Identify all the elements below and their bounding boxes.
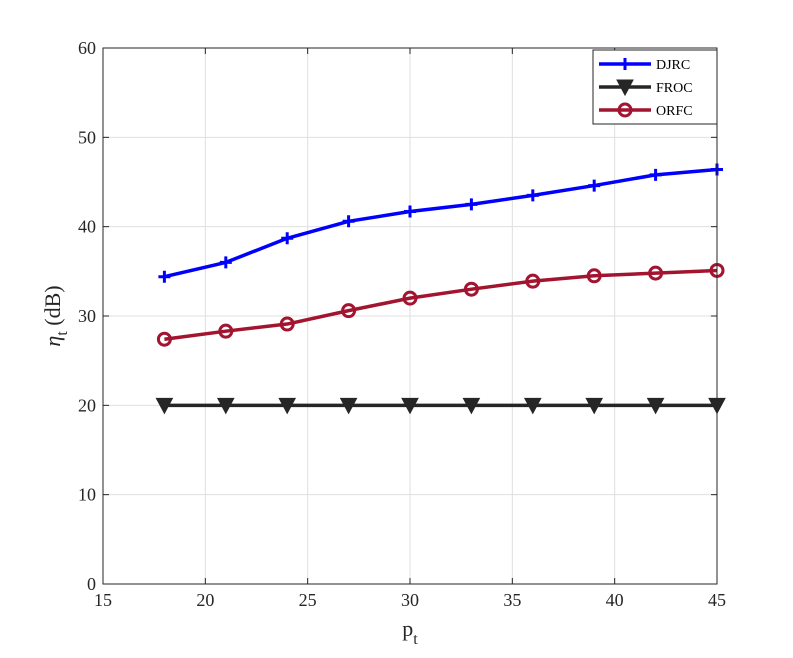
data-point (648, 265, 664, 281)
x-axis-label: pt (402, 616, 418, 648)
x-axis-label-main: p (402, 616, 413, 641)
data-point (218, 323, 234, 339)
data-point (649, 168, 662, 181)
data-point (156, 331, 172, 347)
y-tick-label: 50 (78, 127, 96, 147)
data-point (588, 179, 601, 192)
x-tick-label: 15 (94, 590, 112, 610)
legend-item: DJRC (599, 58, 690, 73)
x-tick-label: 45 (708, 590, 726, 610)
data-point (523, 397, 542, 415)
x-tick-label: 40 (606, 590, 624, 610)
data-point (401, 397, 419, 415)
axis-ticks: 15 20 25 30 35 40 45 0 10 20 30 40 50 60 (78, 38, 726, 610)
legend-marker (616, 79, 634, 97)
data-point (341, 303, 357, 319)
data-point (281, 232, 294, 245)
y-tick-label: 0 (87, 574, 96, 594)
series-froc (155, 397, 726, 415)
y-tick-label: 10 (78, 485, 96, 505)
x-tick-label: 30 (401, 590, 419, 610)
y-tick-label: 40 (78, 217, 96, 237)
data-point (278, 397, 297, 415)
data-point (526, 189, 539, 202)
x-axis-label-sub: t (413, 631, 418, 648)
data-point (216, 397, 235, 415)
data-point (586, 268, 602, 284)
data-point (158, 270, 171, 283)
y-tick-label: 60 (78, 38, 96, 58)
legend-label: FROC (656, 81, 693, 96)
y-axis-label-rest: (dB) (40, 285, 65, 331)
data-point (463, 281, 479, 297)
x-tick-label: 20 (196, 590, 214, 610)
y-axis-label-main: η (40, 336, 65, 347)
y-tick-label: 30 (78, 306, 96, 326)
data-point (525, 273, 541, 289)
data-point (342, 215, 355, 228)
series-orfc (156, 262, 725, 347)
legend-marker (619, 58, 631, 70)
data-point (279, 316, 295, 332)
y-axis-label-sub: t (54, 331, 71, 336)
data-point (219, 256, 232, 269)
legend: DJRC FROC ORFC (592, 49, 718, 125)
data-point (585, 397, 604, 415)
data-point (646, 397, 665, 415)
legend-label: DJRC (656, 58, 690, 73)
legend-marker (617, 102, 633, 118)
data-point (155, 397, 174, 415)
x-tick-label: 25 (299, 590, 317, 610)
y-axis-label: ηt (dB) (40, 285, 71, 346)
legend-item: ORFC (599, 102, 693, 119)
y-tick-label: 20 (78, 395, 96, 415)
data-point (402, 290, 418, 306)
legend-item: FROC (599, 79, 693, 97)
series-line (164, 167, 718, 279)
data-point (404, 205, 416, 218)
legend-label: ORFC (656, 104, 693, 119)
data-point (462, 397, 481, 415)
data-point (339, 397, 358, 415)
series-line (164, 268, 718, 341)
x-tick-label: 35 (503, 590, 521, 610)
data-point (465, 198, 478, 211)
